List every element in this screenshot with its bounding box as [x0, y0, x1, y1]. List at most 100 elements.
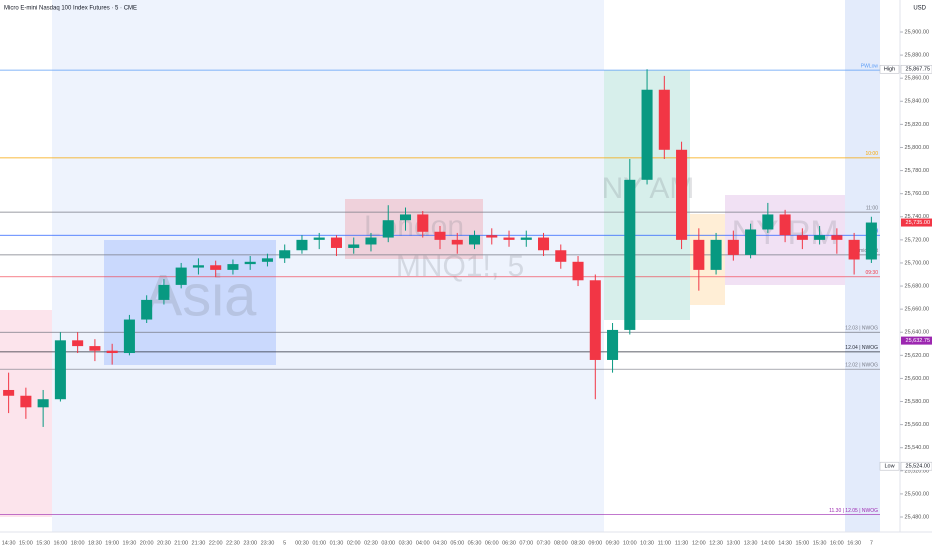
x-tick-label: 19:00	[105, 540, 119, 546]
x-tick-label: 15:00	[19, 540, 33, 546]
y-tick-label: 25,880.00	[905, 53, 929, 59]
candle-body	[192, 265, 204, 268]
level-label: NY midnight	[851, 248, 879, 254]
x-tick-label: 02:30	[364, 540, 378, 546]
watermark: MNQ1!, 5	[396, 250, 524, 283]
x-tick-label: 5	[283, 540, 286, 546]
x-tick-label: 20:00	[140, 540, 154, 546]
candle-body	[451, 239, 463, 245]
y-tick-label: 25,780.00	[905, 168, 929, 174]
x-tick-label: 14:30	[778, 540, 792, 546]
candle-body	[72, 340, 84, 347]
x-tick-label: 09:30	[606, 540, 620, 546]
candle-body	[624, 179, 636, 330]
candle-body	[279, 250, 291, 259]
candle-body	[727, 239, 739, 255]
x-tick-label: 22:30	[226, 540, 240, 546]
x-tick-label: 12:00	[692, 540, 706, 546]
session-label: London	[364, 210, 464, 243]
candle-body	[848, 239, 860, 260]
x-tick-label: 05:30	[468, 540, 482, 546]
candle-body	[261, 258, 273, 262]
x-tick-label: 16:00	[830, 540, 844, 546]
candle-body	[89, 346, 101, 351]
x-tick-label: 18:00	[71, 540, 85, 546]
x-tick-label: 04:30	[433, 540, 447, 546]
candle-body	[693, 239, 705, 270]
y-tick-label: 25,480.00	[905, 514, 929, 520]
candle-body	[20, 395, 32, 408]
level-label: 10:00	[865, 151, 878, 157]
x-tick-label: 7	[870, 540, 873, 546]
x-tick-label: 16:30	[847, 540, 861, 546]
candle-body	[330, 237, 342, 248]
x-tick-label: 10:00	[623, 540, 637, 546]
x-tick-label: 15:30	[36, 540, 50, 546]
candle-body	[3, 389, 15, 396]
candle-body	[589, 280, 601, 360]
candle-body	[313, 237, 325, 240]
price-badge	[900, 64, 932, 74]
candle-body	[676, 149, 688, 240]
candle-body	[745, 229, 757, 255]
candle-body	[607, 329, 619, 360]
candle-body	[865, 222, 877, 260]
price-tag	[879, 64, 900, 74]
y-tick-label: 25,580.00	[905, 399, 929, 405]
x-tick-label: 18:30	[88, 540, 102, 546]
candle-body	[348, 244, 360, 248]
candle-body	[503, 237, 515, 240]
price-badge	[901, 218, 932, 227]
y-tick-label: 25,740.00	[905, 214, 929, 220]
y-tick-label: 25,900.00	[905, 29, 929, 35]
x-tick-label: 06:00	[485, 540, 499, 546]
x-tick-label: 23:00	[243, 540, 257, 546]
level-label: 09:30	[865, 270, 878, 276]
x-tick-label: 08:30	[571, 540, 585, 546]
price-badge	[900, 461, 932, 471]
candle-body	[796, 235, 808, 240]
x-tick-label: 08:00	[554, 540, 568, 546]
y-tick-label: 25,600.00	[905, 376, 929, 382]
y-tick-label: 25,720.00	[905, 237, 929, 243]
level-label: 11.30 | 12.05 | NWOG	[829, 508, 878, 514]
x-tick-label: 23:30	[261, 540, 275, 546]
candle-body	[641, 89, 653, 180]
candle-body	[106, 350, 118, 354]
candle-body	[762, 214, 774, 230]
x-tick-label: 15:00	[795, 540, 809, 546]
x-tick-label: 13:30	[744, 540, 758, 546]
x-tick-label: 11:00	[658, 540, 671, 546]
y-tick-label: 25,560.00	[905, 422, 929, 428]
candle-body	[158, 284, 170, 300]
x-tick-label: 20:30	[157, 540, 171, 546]
price-badge-label: 25,524.00	[906, 464, 930, 470]
candle-body	[175, 267, 187, 285]
session-box	[345, 199, 483, 259]
x-tick-label: 15:30	[813, 540, 827, 546]
price-tag-label: High	[884, 67, 895, 73]
level-label: 11:00	[866, 205, 878, 211]
y-tick-label: 25,700.00	[905, 260, 929, 266]
candle-body	[417, 214, 429, 232]
candle-body	[382, 220, 394, 238]
price-tag	[879, 461, 900, 471]
y-tick-label: 25,840.00	[905, 99, 929, 105]
price-badge-label: 25,867.75	[906, 67, 930, 73]
level-label: 12.02 | NWOG	[845, 363, 878, 369]
x-tick-label: 03:00	[381, 540, 395, 546]
candle-body	[227, 264, 239, 270]
x-tick-label: 07:00	[519, 540, 533, 546]
candle-body	[244, 261, 256, 265]
y-tick-label: 25,640.00	[905, 330, 929, 336]
price-tag-label: Low	[884, 464, 894, 470]
candle-body	[141, 299, 153, 320]
candle-body	[555, 250, 567, 262]
chart-title: Micro E-mini Nasdaq 100 Index Futures · …	[4, 6, 137, 12]
candle-body	[123, 319, 135, 354]
x-tick-label: 13:00	[726, 540, 740, 546]
y-tick-label: 25,520.00	[905, 468, 929, 474]
x-tick-label: 14:00	[761, 540, 775, 546]
x-tick-label: 03:30	[399, 540, 413, 546]
